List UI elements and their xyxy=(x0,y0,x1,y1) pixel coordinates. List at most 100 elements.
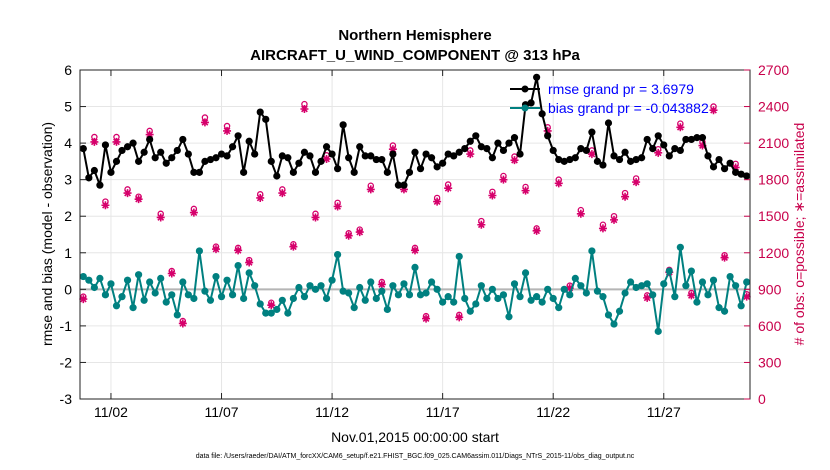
bias-point xyxy=(383,305,391,314)
y-tick-label: -1 xyxy=(60,318,73,334)
obs-assimilated-point xyxy=(488,191,497,200)
bias-point xyxy=(284,309,292,317)
bias-point xyxy=(234,261,242,270)
obs-assimilated-point xyxy=(344,231,353,240)
bias-point xyxy=(411,263,419,271)
rmse-point xyxy=(267,157,275,165)
bias-point xyxy=(510,280,519,288)
bias-point xyxy=(378,287,386,295)
y-right-axis-label: # of obs: o=possible; ∗=assimilated xyxy=(791,123,807,346)
y-tick-label: 1 xyxy=(64,245,72,261)
bias-point xyxy=(367,278,375,286)
bias-point xyxy=(665,267,673,275)
rmse-point xyxy=(151,154,159,162)
bias-point xyxy=(162,298,170,306)
y-right-tick-label: 1500 xyxy=(758,208,789,224)
legend-bias-marker xyxy=(521,104,529,112)
rmse-point xyxy=(676,146,684,155)
bias-point xyxy=(118,293,126,301)
bias-point xyxy=(361,296,369,304)
obs-assimilated-point xyxy=(698,141,707,150)
rmse-point xyxy=(455,148,463,156)
bias-point xyxy=(610,320,618,328)
rmse-point xyxy=(533,73,541,81)
y-right-tick-label: 2100 xyxy=(758,135,789,151)
y-tick-label: 5 xyxy=(64,99,72,115)
obs-assimilated-point xyxy=(576,209,585,218)
bias-point xyxy=(477,282,485,290)
rmse-point xyxy=(732,168,740,176)
rmse-point xyxy=(356,143,364,151)
obs-assimilated-point xyxy=(422,314,431,323)
rmse-point xyxy=(715,155,723,164)
y-right-tick-label: 900 xyxy=(758,281,782,297)
bias-point xyxy=(682,282,690,290)
rmse-point xyxy=(96,181,104,189)
bias-point xyxy=(350,304,358,312)
bias-point xyxy=(101,291,110,299)
rmse-point xyxy=(621,148,629,156)
bias-point xyxy=(129,304,137,312)
x-tick-label: 11/02 xyxy=(94,404,128,420)
bias-point xyxy=(168,291,176,299)
obs-assimilated-point xyxy=(355,228,364,237)
bias-point xyxy=(715,304,723,312)
y-right-tick-label: 1800 xyxy=(758,172,789,188)
rmse-point xyxy=(682,135,690,144)
rmse-point xyxy=(146,135,154,144)
bias-point xyxy=(134,271,143,279)
rmse-point xyxy=(466,137,474,145)
y-right-tick-label: 300 xyxy=(758,354,782,370)
bias-point xyxy=(649,291,657,299)
bias-point xyxy=(676,243,684,251)
x-tick-label: 11/22 xyxy=(536,404,570,420)
bias-point xyxy=(146,278,154,286)
obs-assimilated-point xyxy=(311,213,320,222)
x-tick-label: 11/12 xyxy=(315,404,349,420)
obs-assimilated-point xyxy=(565,284,574,293)
obs-assimilated-point xyxy=(742,292,751,301)
y-tick-label: -2 xyxy=(60,354,73,370)
x-tick-label: 11/17 xyxy=(426,404,460,420)
rmse-point xyxy=(223,152,231,160)
obs-assimilated-point xyxy=(178,319,187,328)
rmse-point xyxy=(643,135,651,144)
bias-point xyxy=(151,289,159,297)
bias-point xyxy=(698,278,707,286)
obs-assimilated-point xyxy=(245,258,254,267)
obs-assimilated-point xyxy=(112,137,121,146)
bias-point xyxy=(533,293,541,301)
rmse-point xyxy=(184,150,192,158)
rmse-point xyxy=(300,148,309,156)
legend-rmse-marker xyxy=(521,85,529,93)
rmse-point xyxy=(654,132,662,140)
rmse-point xyxy=(190,168,198,176)
obs-assimilated-point xyxy=(366,185,375,194)
ticks: 11/02 11/07 11/12 11/17 11/22 11/27 -3 -2 -1 0 1 2 3… xyxy=(60,62,790,420)
obs-assimilated-point xyxy=(455,313,464,322)
bias-point xyxy=(190,294,198,303)
rmse-point xyxy=(544,132,552,140)
rmse-point xyxy=(262,115,270,123)
bias-point xyxy=(538,298,546,306)
bias-point xyxy=(217,293,226,301)
bias-point xyxy=(427,278,436,286)
obs-assimilated-point xyxy=(709,106,718,115)
rmse-point xyxy=(483,144,491,153)
obs-assimilated-point xyxy=(322,154,331,163)
y-right-tick-label: 2700 xyxy=(758,62,789,78)
rmse-point xyxy=(439,159,447,167)
rmse-point xyxy=(179,135,187,144)
y-right-tick-label: 2400 xyxy=(758,99,789,115)
plot-frame xyxy=(79,69,751,400)
rmse-point xyxy=(516,150,524,158)
rmse-point xyxy=(411,148,419,156)
rmse-point xyxy=(477,143,485,151)
rmse-point xyxy=(671,144,679,153)
rmse-point xyxy=(577,144,585,153)
bias-point xyxy=(704,291,712,299)
obs-assimilated-point xyxy=(333,202,342,211)
series-layer xyxy=(79,73,751,335)
obs-assimilated-point xyxy=(466,150,475,159)
